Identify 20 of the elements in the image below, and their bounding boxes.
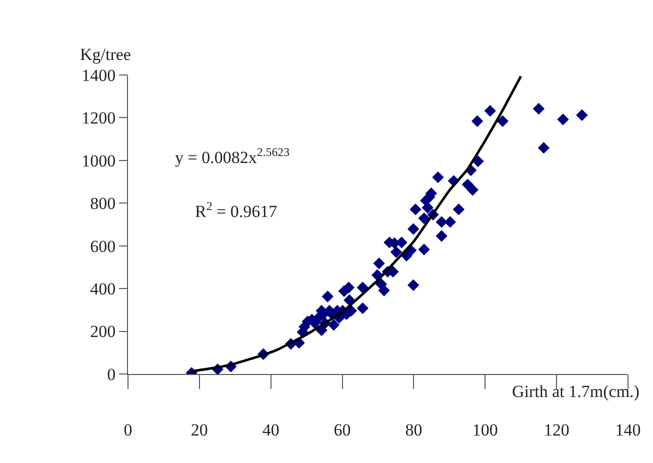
x-axis-title: Girth at 1.7m(cm.) (512, 382, 640, 401)
x-tick-label: 40 (262, 420, 280, 440)
y-tick-label: 600 (90, 236, 116, 256)
y-tick-label: 1400 (82, 66, 116, 85)
y-tick-label: 1000 (82, 151, 116, 170)
annotation: R$^{2}$ = 0.9617 (195, 199, 278, 222)
x-tick-label: 80 (405, 420, 422, 440)
x-tick-label: 20 (190, 420, 208, 440)
y-tick-label: 0 (107, 364, 116, 384)
y-tick-label: 800 (90, 194, 116, 214)
y-tick-label: 1200 (82, 108, 116, 128)
x-tick-label: 60 (334, 420, 351, 440)
x-tick-label: 100 (472, 420, 498, 440)
x-tick-label: 0 (124, 420, 132, 440)
y-tick-label: 400 (90, 280, 116, 299)
y-axis-title: Kg/tree (80, 45, 131, 64)
annotation: y = 0.0082x$^{2.5623}$ (175, 145, 290, 168)
x-tick-label: 120 (544, 420, 570, 440)
x-tick-label: 140 (615, 420, 641, 440)
y-tick-label: 200 (90, 322, 116, 342)
